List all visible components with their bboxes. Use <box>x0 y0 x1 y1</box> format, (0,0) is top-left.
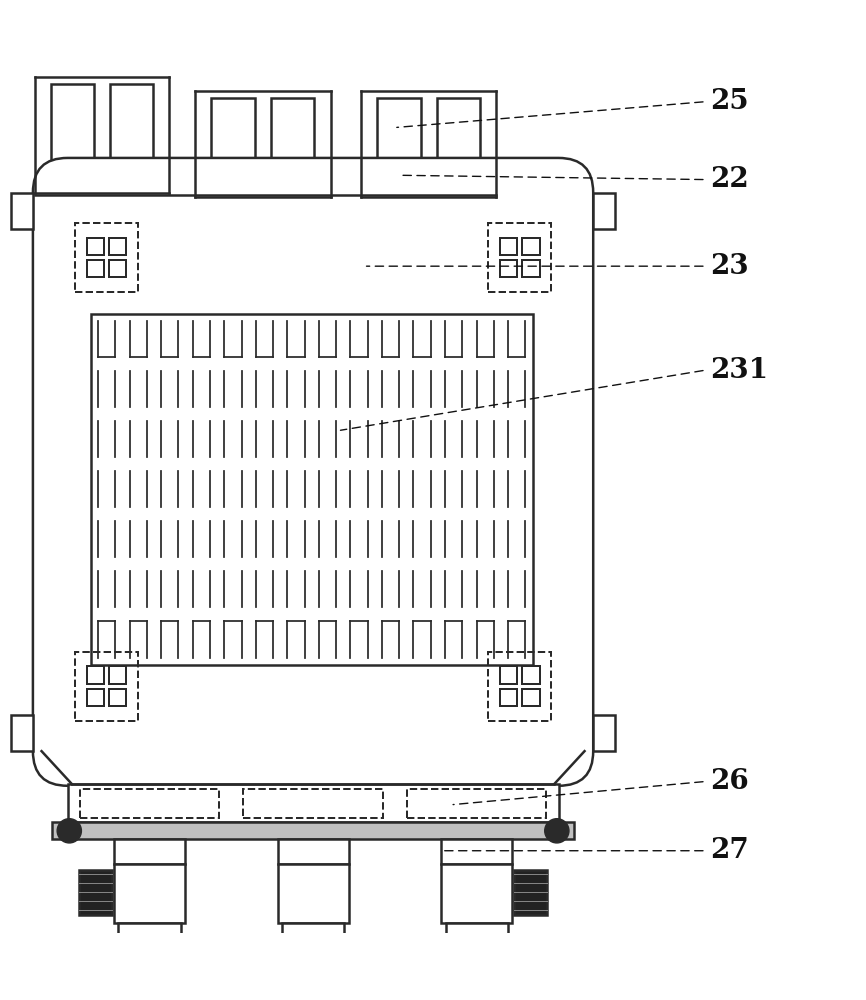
Bar <box>522 689 540 706</box>
Bar <box>500 238 517 255</box>
Text: 231: 231 <box>710 357 768 384</box>
Bar <box>110 84 152 182</box>
FancyBboxPatch shape <box>33 158 593 786</box>
Bar <box>436 98 480 187</box>
Bar <box>52 822 574 839</box>
Bar <box>11 715 33 751</box>
Bar <box>113 839 184 864</box>
Bar <box>75 652 138 721</box>
Bar <box>593 193 615 229</box>
Bar <box>522 238 540 255</box>
Bar <box>446 923 507 940</box>
Bar <box>68 784 559 822</box>
Bar <box>488 223 551 292</box>
Bar <box>500 666 517 684</box>
Text: 22: 22 <box>710 166 749 193</box>
Bar <box>442 839 513 864</box>
Bar <box>282 923 345 940</box>
Bar <box>500 689 517 706</box>
Text: 25: 25 <box>710 88 749 115</box>
Text: 27: 27 <box>710 837 749 864</box>
Bar <box>87 260 104 277</box>
Bar <box>278 839 349 864</box>
Bar <box>278 864 349 923</box>
Bar <box>87 666 104 684</box>
Bar <box>109 260 126 277</box>
Bar <box>79 870 112 915</box>
Bar <box>51 84 94 182</box>
Bar <box>271 98 314 187</box>
Bar <box>442 864 513 923</box>
Bar <box>113 864 184 923</box>
Bar <box>87 238 104 255</box>
Circle shape <box>57 819 81 843</box>
Bar <box>109 238 126 255</box>
Bar <box>514 870 547 915</box>
Bar <box>488 652 551 721</box>
Bar <box>211 98 255 187</box>
Bar <box>11 193 33 229</box>
Bar <box>378 98 421 187</box>
Bar <box>407 789 546 818</box>
Bar <box>91 314 533 665</box>
Bar <box>80 789 219 818</box>
Bar <box>243 789 383 818</box>
Circle shape <box>545 819 569 843</box>
Bar <box>500 260 517 277</box>
Text: 23: 23 <box>710 253 749 280</box>
Bar <box>522 666 540 684</box>
Bar <box>593 715 615 751</box>
Bar <box>87 689 104 706</box>
Bar <box>109 666 126 684</box>
Bar <box>75 223 138 292</box>
Bar <box>297 940 329 953</box>
Text: 26: 26 <box>710 768 749 795</box>
Bar <box>522 260 540 277</box>
Bar <box>461 940 493 953</box>
Bar <box>118 923 180 940</box>
Bar <box>133 940 165 953</box>
Bar <box>109 689 126 706</box>
